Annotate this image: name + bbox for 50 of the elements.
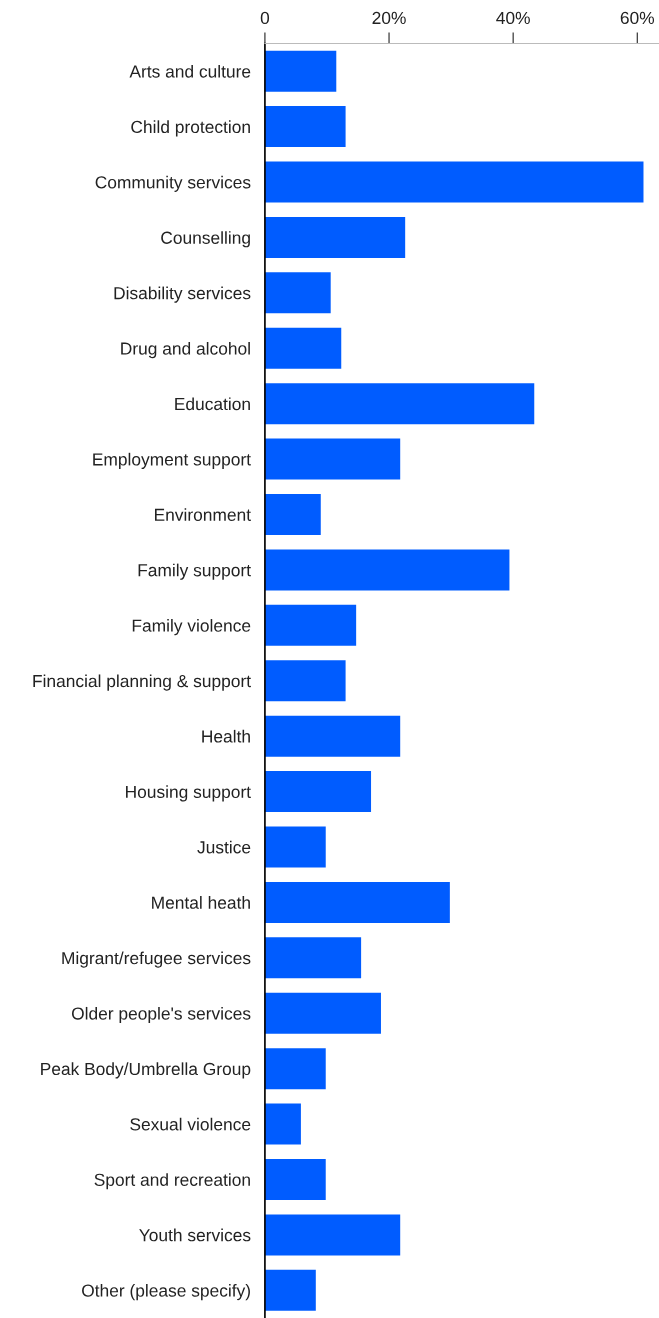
bar: [264, 161, 644, 203]
bar: [264, 494, 321, 536]
y-tick-label: Older people's services: [71, 1006, 251, 1024]
bar: [264, 272, 331, 314]
x-tick-label: 40%: [496, 11, 530, 25]
y-tick-label: Sexual violence: [130, 1117, 251, 1131]
x-tick-label: 20%: [372, 11, 406, 25]
bar: [264, 771, 372, 813]
bar: [264, 1048, 326, 1090]
y-tick-label: Financial planning & support: [33, 674, 251, 691]
bar: [264, 216, 406, 258]
bar: [264, 438, 401, 480]
x-tick-label: 0: [260, 11, 270, 25]
bar: [264, 1103, 301, 1145]
bar: [264, 106, 346, 148]
x-tick-label: 60%: [620, 11, 655, 25]
y-tick-label: Justice: [197, 840, 251, 854]
y-tick-label: Disability services: [114, 286, 251, 303]
y-tick-label: Community services: [95, 175, 251, 192]
bar: [264, 715, 401, 757]
bar: [264, 826, 326, 868]
bar: [264, 881, 450, 923]
bar: [264, 1269, 316, 1311]
bar: [264, 50, 337, 92]
y-tick-label: Employment support: [93, 452, 251, 469]
bar: [264, 937, 362, 979]
y-tick-label: Counselling: [161, 231, 250, 248]
bar: [264, 1214, 401, 1256]
bar: [264, 549, 510, 591]
y-tick-label: Other (please specify): [82, 1284, 250, 1301]
y-tick-label: Health: [202, 729, 250, 743]
y-tick-label: Peak Body/Umbrella Group: [41, 1062, 251, 1079]
y-tick-label: Migrant/refugee services: [62, 951, 251, 968]
bar: [264, 660, 346, 702]
y-tick-label: Arts and culture: [129, 64, 251, 78]
y-tick-label: Youth services: [139, 1228, 251, 1242]
y-tick-label: Family support: [138, 563, 251, 580]
y-tick-label: Environment: [155, 508, 251, 521]
y-tick-label: Drug and alcohol: [121, 341, 250, 359]
bar: [264, 604, 357, 646]
y-tick-label: Sport and recreation: [94, 1173, 250, 1190]
y-tick-label: Family violence: [132, 619, 251, 636]
y-tick-label: Mental heath: [152, 896, 250, 909]
bar: [264, 383, 535, 425]
y-tick-label: Child protection: [131, 120, 250, 137]
y-tick-label: Education: [175, 397, 250, 411]
bar: [264, 327, 342, 369]
y-tick-label: Housing support: [126, 785, 251, 802]
bar: [264, 1158, 326, 1200]
bar: [264, 992, 381, 1034]
